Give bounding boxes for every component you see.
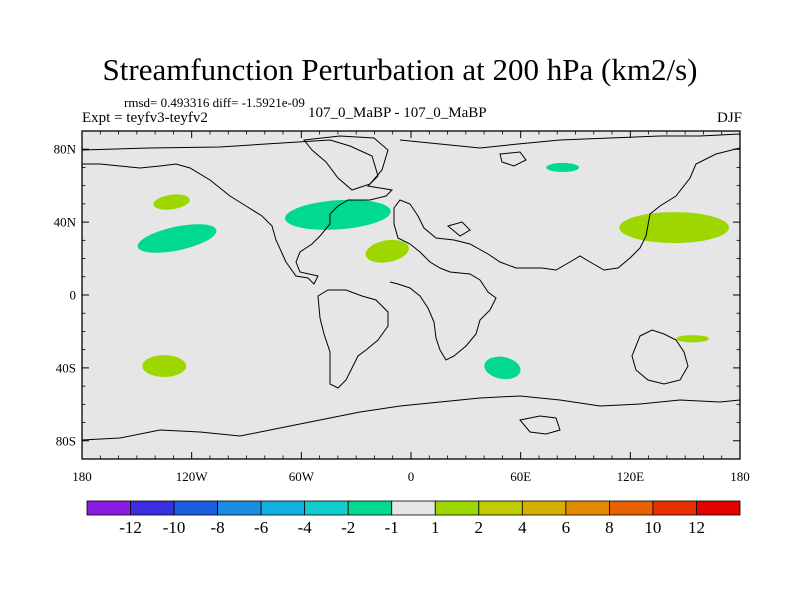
colorbar-label-12: 8 xyxy=(605,518,614,537)
colorbar-swatch-8 xyxy=(391,500,436,516)
anomaly-patch-2 xyxy=(137,224,217,253)
plot-background xyxy=(82,131,740,459)
colorbar-label-1: -12 xyxy=(119,518,142,537)
colorbar-label-13: 10 xyxy=(644,518,661,537)
axis-layer: 180 120W 60W 0 60E 120E 180 80N 40N 0 40S 80S xyxy=(54,131,750,484)
colorbar-label-10: 4 xyxy=(518,518,527,537)
coastline-island-1 xyxy=(519,415,561,435)
y-tick-label-4: 40S xyxy=(56,360,76,375)
colorbar-label-7: -1 xyxy=(385,518,399,537)
colorbar-label-5: -4 xyxy=(298,518,313,537)
x-tick-label-3: 60W xyxy=(289,469,315,484)
colorbar-label-4: -6 xyxy=(254,518,268,537)
y-tick-label-5: 80S xyxy=(56,433,76,448)
chart-title: Streamfunction Perturbation at 200 hPa (… xyxy=(102,52,698,87)
colorbar-label-6: -2 xyxy=(341,518,355,537)
colorbar-swatch-12 xyxy=(565,500,610,516)
anomaly-patch-4 xyxy=(365,239,409,263)
colorbar-swatch-15 xyxy=(696,500,741,516)
coastline-antarctica xyxy=(82,395,740,441)
colorbar-swatch-6 xyxy=(304,500,349,516)
y-tick-label-1: 80N xyxy=(54,142,77,157)
colorbar-swatch-3 xyxy=(173,500,218,516)
x-tick-label-4: 0 xyxy=(408,469,415,484)
colorbar-label-3: -8 xyxy=(211,518,225,537)
experiment-label: Expt = teyfv3-teyfv2 xyxy=(82,110,208,126)
coastline-south-america xyxy=(317,289,389,389)
x-tick-label-2: 120W xyxy=(176,469,209,484)
rmsd-subtitle: rmsd= 0.493316 diff= -1.5921e-09 xyxy=(124,95,305,110)
colorbar-label-8: 1 xyxy=(431,518,440,537)
colorbar-label-14: 12 xyxy=(688,518,705,537)
colorbar-swatch-9 xyxy=(434,500,480,516)
coastline-island-2 xyxy=(499,151,527,167)
x-tick-label-7: 180 xyxy=(730,469,750,484)
coastline-layer xyxy=(82,133,740,441)
colorbar-swatch-10 xyxy=(478,500,523,516)
colorbar-swatch-14 xyxy=(652,500,697,516)
case-label: 107_0_MaBP - 107_0_MaBP xyxy=(308,105,487,121)
anomaly-patch-3 xyxy=(285,199,391,230)
season-label: DJF xyxy=(716,110,742,126)
colorbar-swatch-2 xyxy=(130,500,175,516)
colorbar-label-2: -10 xyxy=(163,518,186,537)
colorbar-swatch-5 xyxy=(260,500,306,516)
colorbar-label-11: 6 xyxy=(562,518,571,537)
colorbar-swatch-1 xyxy=(86,500,131,516)
coastline-island-3 xyxy=(446,221,471,237)
y-tick-label-3: 0 xyxy=(70,288,77,303)
colorbar-swatch-11 xyxy=(521,500,567,516)
y-tick-label-2: 40N xyxy=(54,215,77,230)
anomaly-patch-6 xyxy=(619,212,730,244)
coastline-greenland xyxy=(303,135,389,191)
coastline-australia xyxy=(631,329,689,385)
colorbar-swatch-4 xyxy=(217,500,262,516)
x-tick-label-5: 60E xyxy=(510,469,531,484)
x-tick-label-6: 120E xyxy=(617,469,645,484)
colorbar-swatch-7 xyxy=(347,500,393,516)
anomaly-patch-7 xyxy=(142,355,187,378)
anomaly-patch-1 xyxy=(153,194,190,210)
anomaly-patch-5 xyxy=(546,162,580,172)
x-tick-label-1: 180 xyxy=(72,469,92,484)
anomaly-patch-9 xyxy=(676,335,709,343)
anomaly-layer xyxy=(137,162,730,380)
anomaly-patch-8 xyxy=(484,356,521,380)
coastline-eurasia xyxy=(389,133,740,361)
colorbar-label-9: 2 xyxy=(475,518,484,537)
colorbar: -12 -10 -8 -6 -4 -2 -1 1 2 4 6 8 10 12 xyxy=(86,500,741,537)
coastline-north-america xyxy=(82,139,394,285)
colorbar-swatch-13 xyxy=(609,500,654,516)
